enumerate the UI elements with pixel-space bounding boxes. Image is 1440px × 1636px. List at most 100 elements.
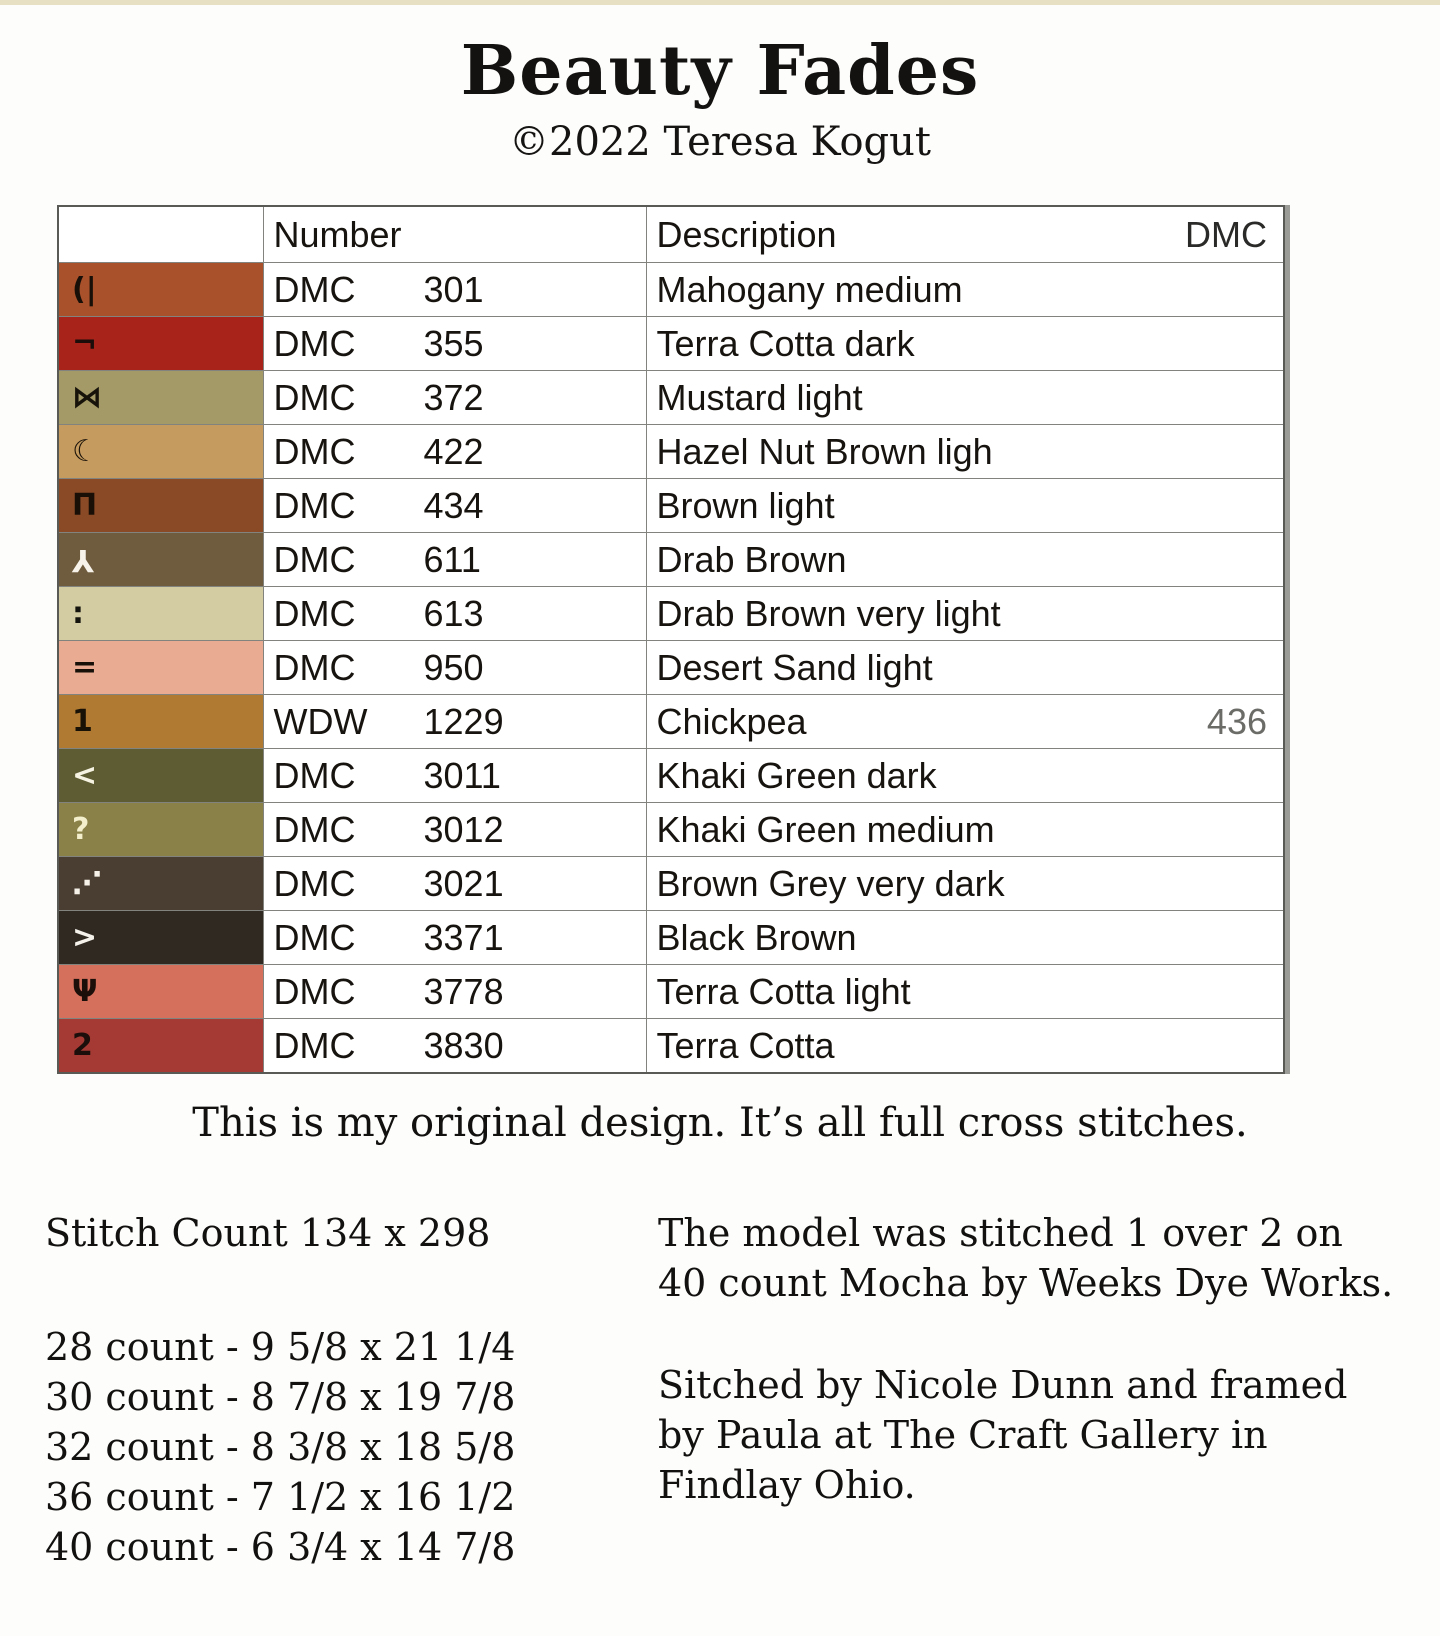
table-row: Y DMC 611 Drab Brown <box>57 532 1285 587</box>
swatch-cell: (| <box>57 262 264 317</box>
brand-label: DMC <box>273 862 356 904</box>
design-note: This is my original design. It’s all ful… <box>192 1100 1248 1146</box>
description-cell: Mustard light <box>645 370 1285 425</box>
table-row: 1 WDW 1229 Chickpea 436 <box>57 694 1285 749</box>
brand-label: DMC <box>273 592 356 634</box>
swatch-cell: Y <box>57 532 264 587</box>
swatch-cell: Ψ <box>57 964 264 1019</box>
brand-label: DMC <box>273 430 356 472</box>
number-cell: DMC 3021 <box>262 856 647 911</box>
description-cell: Brown Grey very dark <box>645 856 1285 911</box>
size-info-column: Stitch Count 134 x 298 28 count - 9 5/8 … <box>45 1208 650 1572</box>
not-sign-symbol: ¬ <box>72 326 98 361</box>
model-note: The model was stitched 1 over 2 on 40 co… <box>658 1211 1394 1305</box>
fabric-count-line: 30 count - 8 7/8 x 19 7/8 <box>45 1375 516 1419</box>
description-cell: Terra Cotta dark <box>645 316 1285 371</box>
brand-label: DMC <box>273 1024 356 1066</box>
color-description: Hazel Nut Brown ligh <box>656 430 993 472</box>
brand-label: DMC <box>273 484 356 526</box>
microphone-symbol: Ψ <box>72 974 98 1009</box>
stitch-count-line: Stitch Count 134 x 298 <box>45 1211 491 1255</box>
swatch-cell: 1 <box>57 694 264 749</box>
table-row: 2 DMC 3830 Terra Cotta <box>57 1018 1285 1074</box>
equals-symbol: = <box>72 650 98 685</box>
color-description: Chickpea <box>656 700 807 742</box>
description-cell: Black Brown <box>645 910 1285 965</box>
thread-code: 3012 <box>423 808 504 850</box>
thread-code: 301 <box>423 268 484 310</box>
description-cell: Brown light <box>645 478 1285 533</box>
number-cell: DMC 434 <box>262 478 647 533</box>
dmc-header-label: DMC <box>1185 213 1267 255</box>
table-row: Ψ DMC 3778 Terra Cotta light <box>57 964 1285 1019</box>
color-key-table: Number Description DMC (| DMC 301 Mahoga… <box>57 205 1285 1074</box>
swatch-cell: : <box>57 586 264 641</box>
description-cell: Terra Cotta <box>645 1018 1285 1074</box>
greater-than-symbol: > <box>72 920 98 955</box>
swatch-cell: Π <box>57 478 264 533</box>
brand-label: DMC <box>273 916 356 958</box>
swatch-cell: ¬ <box>57 316 264 371</box>
fabric-count-list: 28 count - 9 5/8 x 21 1/4 30 count - 8 7… <box>45 1322 650 1572</box>
model-info-column: The model was stitched 1 over 2 on 40 co… <box>650 1208 1403 1572</box>
description-cell: Khaki Green dark <box>645 748 1285 803</box>
title-block: Beauty Fades ©2022 Teresa Kogut <box>0 31 1440 165</box>
number-cell: DMC 3012 <box>262 802 647 857</box>
swatch-cell: 2 <box>57 1018 264 1074</box>
color-description: Desert Sand light <box>656 646 933 688</box>
color-description: Terra Cotta dark <box>656 322 915 364</box>
thread-code: 3011 <box>423 754 501 796</box>
question-mark-symbol: ? <box>72 812 90 847</box>
description-cell: Khaki Green medium <box>645 802 1285 857</box>
table-row: = DMC 950 Desert Sand light <box>57 640 1285 695</box>
colon-symbol: : <box>72 596 84 631</box>
dmc-alt-code: 436 <box>1206 700 1267 742</box>
paren-bar-symbol: (| <box>72 272 97 307</box>
thread-code: 355 <box>423 322 484 364</box>
brand-label: DMC <box>273 754 356 796</box>
number-cell: DMC 3830 <box>262 1018 647 1074</box>
table-row: ¬ DMC 355 Terra Cotta dark <box>57 316 1285 371</box>
brand-label: DMC <box>273 646 356 688</box>
color-description: Drab Brown <box>656 538 847 580</box>
description-cell: Mahogany medium <box>645 262 1285 317</box>
number-header-label: Number <box>273 213 402 255</box>
crescent-moon-symbol: ☾ <box>72 434 99 469</box>
thread-code: 3778 <box>423 970 504 1012</box>
pi-gate-symbol: Π <box>72 488 98 523</box>
number-cell: WDW 1229 <box>262 694 647 749</box>
brand-label: DMC <box>273 970 356 1012</box>
thread-code: 611 <box>423 538 481 580</box>
color-description: Drab Brown very light <box>656 592 1001 634</box>
thread-code: 3371 <box>423 916 504 958</box>
brand-label: DMC <box>273 538 356 580</box>
thread-code: 950 <box>423 646 484 688</box>
framing-note: Sitched by Nicole Dunn and framed by Pau… <box>658 1363 1348 1507</box>
thread-code: 434 <box>423 484 484 526</box>
brand-label: DMC <box>273 268 356 310</box>
copyright-line: ©2022 Teresa Kogut <box>509 119 931 165</box>
description-cell: Desert Sand light <box>645 640 1285 695</box>
number-cell: DMC 611 <box>262 532 647 587</box>
symbol-column-header <box>57 205 264 263</box>
number-cell: DMC 301 <box>262 262 647 317</box>
swatch-cell: ? <box>57 802 264 857</box>
two-symbol: 2 <box>72 1028 93 1063</box>
swatch-cell: > <box>57 910 264 965</box>
brand-label: DMC <box>273 322 356 364</box>
number-cell: DMC 3371 <box>262 910 647 965</box>
fabric-count-line: 28 count - 9 5/8 x 21 1/4 <box>45 1325 516 1369</box>
number-cell: DMC 950 <box>262 640 647 695</box>
description-cell: Drab Brown <box>645 532 1285 587</box>
swatch-cell: = <box>57 640 264 695</box>
bowtie-symbol: ⋈ <box>72 380 102 415</box>
color-description: Khaki Green dark <box>656 754 937 796</box>
trident-symbol: Y <box>72 542 94 577</box>
table-row: (| DMC 301 Mahogany medium <box>57 262 1285 317</box>
table-row: ⋈ DMC 372 Mustard light <box>57 370 1285 425</box>
page-top-edge-strip <box>0 0 1440 5</box>
description-cell: Drab Brown very light <box>645 586 1285 641</box>
fabric-count-line: 40 count - 6 3/4 x 14 7/8 <box>45 1525 516 1569</box>
description-cell: Hazel Nut Brown ligh <box>645 424 1285 479</box>
color-description: Terra Cotta <box>656 1024 835 1066</box>
